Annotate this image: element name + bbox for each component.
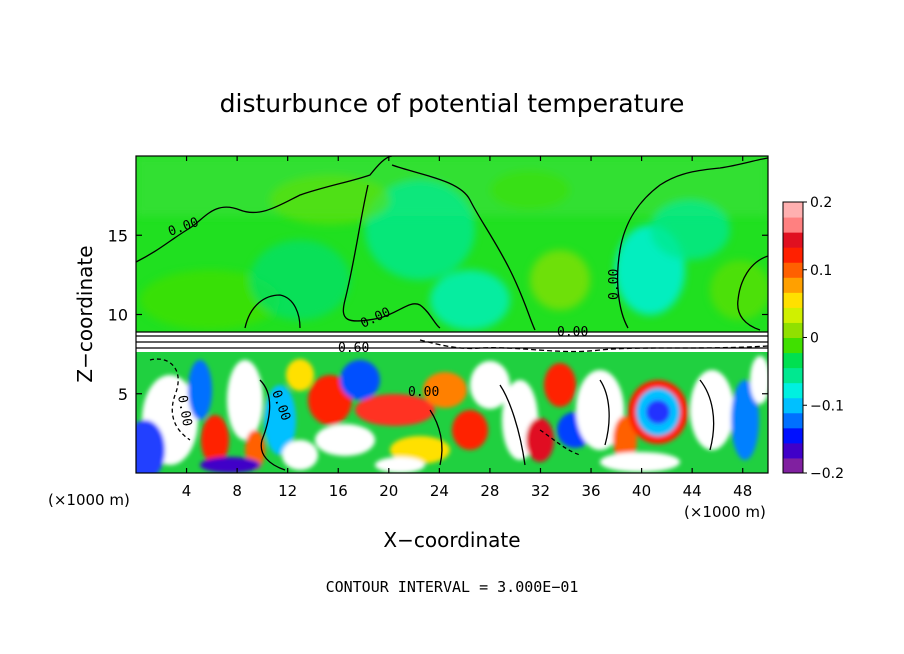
x-tick-label: 24 <box>430 482 449 500</box>
contour-label: 0.00 <box>174 394 194 427</box>
colorbar-tick-label: 0.2 <box>810 195 832 211</box>
colorbar-swatch <box>783 442 803 459</box>
x-tick-label: 44 <box>683 482 702 500</box>
x-axis-label: X−coordinate <box>383 528 520 552</box>
x-axis-unit-right: (×1000 m) <box>684 503 766 521</box>
x-tick-label: 12 <box>278 482 297 500</box>
contour-interval-note: CONTOUR INTERVAL = 3.000E−01 <box>326 578 579 596</box>
contour-label: 0.60 <box>338 341 369 356</box>
colorbar-tick-label: −0.1 <box>810 398 844 414</box>
colorbar-swatch <box>783 337 803 354</box>
colorbar-swatch <box>783 202 803 218</box>
colorbar-swatch <box>783 427 803 444</box>
colorbar-swatch <box>783 292 803 308</box>
y-tick-label: 15 <box>108 226 128 245</box>
colorbar-swatch <box>783 352 803 369</box>
contour-label: 0.00 <box>557 325 588 340</box>
x-axis: 4 8 12 16 20 24 28 32 36 40 44 48 <box>182 156 752 500</box>
x-tick-label: 20 <box>379 482 398 500</box>
contours <box>136 156 768 471</box>
x-tick-label: 32 <box>531 482 550 500</box>
colorbar-swatch <box>783 397 803 414</box>
x-axis-unit-left: (×1000 m) <box>48 491 130 509</box>
x-tick-label: 4 <box>182 482 192 500</box>
colorbar-swatch <box>783 307 803 323</box>
colorbar-swatch <box>783 277 803 293</box>
colorbar-swatch <box>783 217 803 233</box>
y-tick-label: 5 <box>118 385 128 404</box>
colorbar-tick-label: 0 <box>810 331 819 347</box>
colorbar-swatch <box>783 232 803 248</box>
lower-field <box>136 352 768 473</box>
colorbar-swatch <box>783 382 803 399</box>
colorbar-swatch <box>783 262 803 278</box>
contour-label: 0.00 <box>607 269 622 300</box>
colorbar-tick-label: 0.1 <box>810 263 832 279</box>
colorbar-ticks: 0.2 0.1 0 −0.1 −0.2 <box>803 195 844 482</box>
colorbar-swatch <box>783 367 803 384</box>
colorbar-swatch <box>783 412 803 429</box>
y-axis: 5 10 15 <box>108 226 768 404</box>
colorbar-swatch <box>783 457 803 474</box>
x-tick-label: 48 <box>733 482 752 500</box>
colorbar-swatch <box>783 322 803 338</box>
contour-labels: 0.00 0.00 0.00 0.00 0.60 0.00 0.00 0.00 <box>166 215 622 428</box>
x-tick-label: 40 <box>632 482 651 500</box>
x-tick-label: 16 <box>329 482 348 500</box>
contour-label: 0.00 <box>408 385 439 400</box>
plot-area: 0.00 0.00 0.00 0.00 0.60 0.00 0.00 0.00 <box>136 156 768 473</box>
x-tick-label: 28 <box>480 482 499 500</box>
colorbar <box>782 201 804 474</box>
colorbar-swatch <box>783 247 803 263</box>
upper-field <box>136 156 768 330</box>
colorbar-tick-label: −0.2 <box>810 466 844 482</box>
x-tick-label: 36 <box>581 482 600 500</box>
x-tick-label: 8 <box>232 482 242 500</box>
y-axis-label: Z−coordinate <box>73 245 97 382</box>
y-tick-label: 10 <box>108 306 128 325</box>
chart-title: disturbunce of potential temperature <box>220 89 685 118</box>
